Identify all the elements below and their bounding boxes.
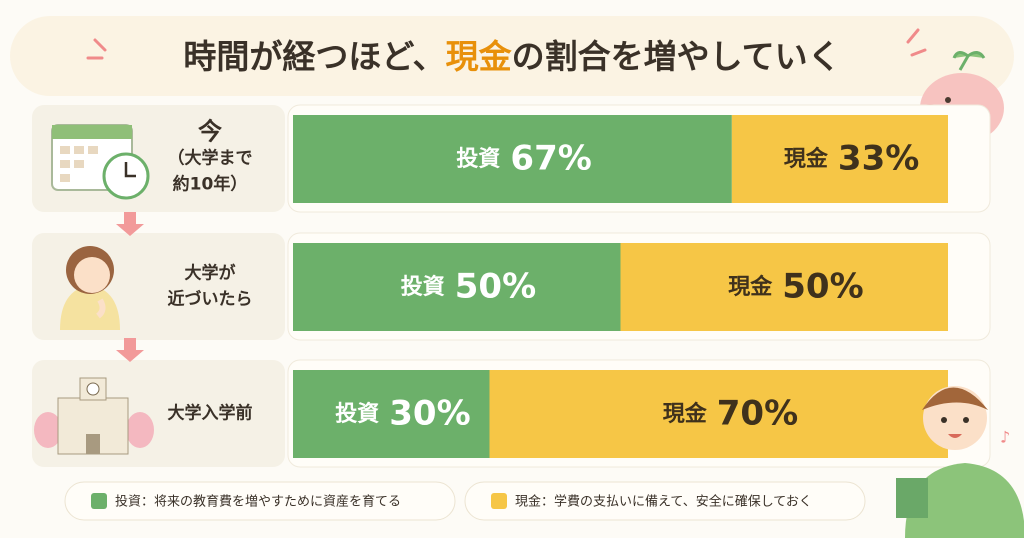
legend-box — [464, 481, 866, 521]
legend-swatch — [91, 493, 107, 509]
title-part: 時間が経つほど、 — [183, 37, 445, 76]
segment-name: 投資 — [335, 401, 379, 427]
legend-box — [64, 481, 456, 521]
bar-segment — [731, 115, 948, 203]
bar-segment — [293, 243, 621, 331]
category-label: 今 — [198, 118, 222, 146]
legend-swatch — [491, 493, 507, 509]
svg-text:♪: ♪ — [1000, 428, 1010, 447]
calendar-icon — [51, 124, 150, 200]
value-label: 70% — [717, 394, 798, 434]
bar-segment — [293, 115, 732, 203]
flow-arrows — [116, 212, 144, 362]
value-label: 67% — [510, 139, 591, 179]
title-banner — [10, 16, 1014, 96]
segment-name: 投資 — [456, 146, 500, 172]
bar-segment — [489, 370, 948, 458]
chart-title: 時間が経つほど、現金の割合を増やしていく — [183, 37, 840, 76]
segment-name: 現金 — [728, 274, 773, 300]
parent-icon — [60, 246, 120, 330]
segment-name: 投資 — [401, 274, 445, 300]
segment-name: 現金 — [663, 401, 708, 427]
value-label: 30% — [389, 394, 470, 434]
title-part: の割合を増やしていく — [512, 37, 841, 76]
category-label: （大学まで — [168, 148, 253, 169]
category-label: 約10年） — [173, 174, 248, 195]
bar-segment — [620, 243, 948, 331]
student-icon: ♪ — [896, 386, 1024, 538]
value-label: 50% — [782, 267, 863, 307]
category-label: 近づいたら — [168, 289, 253, 310]
value-label: 33% — [838, 139, 919, 179]
category-label: 大学が — [185, 263, 236, 284]
university-icon — [34, 377, 154, 455]
segment-name: 現金 — [784, 146, 829, 172]
bar-segment — [293, 370, 490, 458]
legend-label: 現金：学費の支払いに備えて、安全に確保しておく — [515, 494, 812, 510]
legend-label: 投資：将来の教育費を増やすために資産を育てる — [115, 494, 401, 510]
title-accents — [86, 28, 927, 60]
value-label: 50% — [455, 267, 536, 307]
category-label: 大学入学前 — [168, 403, 253, 424]
title-part: 現金 — [446, 37, 513, 76]
